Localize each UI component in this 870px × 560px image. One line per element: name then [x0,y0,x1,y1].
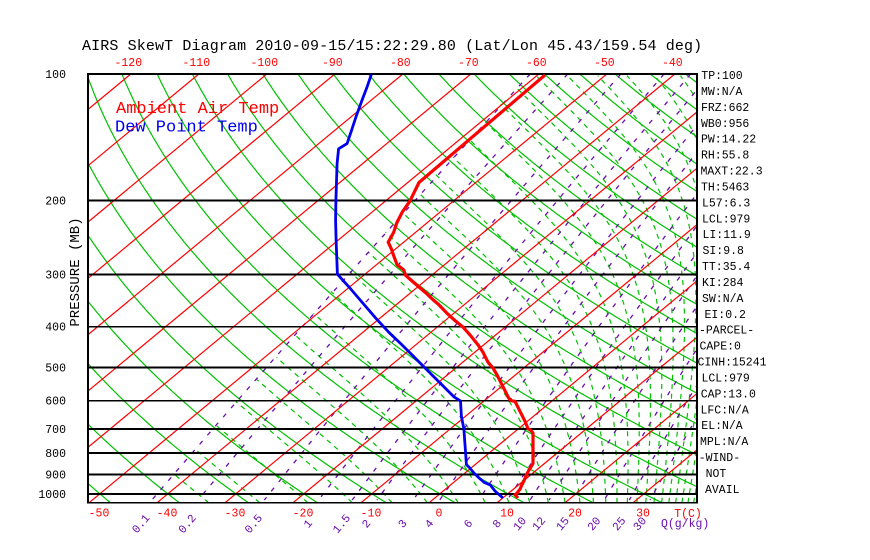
svg-text:WB0:956: WB0:956 [701,118,749,131]
svg-text:-50: -50 [594,57,615,70]
svg-text:20: 20 [568,508,582,521]
svg-text:800: 800 [45,448,66,461]
svg-text:PW:14.22: PW:14.22 [701,134,756,147]
svg-text:200: 200 [45,195,66,208]
svg-text:Ambient Air Temp: Ambient Air Temp [116,100,279,119]
svg-text:SI:9.8: SI:9.8 [703,245,745,258]
svg-text:-PARCEL-: -PARCEL- [699,325,754,338]
svg-text:0: 0 [436,508,443,521]
svg-text:EL:N/A: EL:N/A [701,420,743,433]
svg-text:10: 10 [500,508,514,521]
svg-text:-50: -50 [89,508,110,521]
svg-text:AVAIL: AVAIL [705,484,740,497]
svg-text:EI:0.2: EI:0.2 [705,309,747,322]
svg-text:-80: -80 [390,57,411,70]
svg-text:MAXT:22.3: MAXT:22.3 [701,166,763,179]
svg-text:TT:35.4: TT:35.4 [702,261,750,274]
svg-text:Q(g/kg): Q(g/kg) [661,518,709,531]
svg-text:1000: 1000 [38,489,66,502]
svg-text:CAP:13.0: CAP:13.0 [701,388,756,401]
svg-text:-90: -90 [322,57,343,70]
svg-text:-40: -40 [157,508,178,521]
svg-text:-30: -30 [225,508,246,521]
svg-text:MPL:N/A: MPL:N/A [700,436,748,449]
svg-text:CAPE:0: CAPE:0 [700,341,742,354]
svg-text:L57:6.3: L57:6.3 [702,197,750,210]
svg-text:MW:N/A: MW:N/A [701,86,743,99]
svg-text:-WIND-: -WIND- [699,452,740,465]
svg-text:-70: -70 [458,57,479,70]
svg-text:LI:11.9: LI:11.9 [703,229,751,242]
svg-text:-10: -10 [361,508,382,521]
svg-text:T(C): T(C) [674,508,702,521]
svg-text:KI:284: KI:284 [702,277,744,290]
svg-text:30: 30 [636,508,650,521]
svg-text:-20: -20 [293,508,314,521]
svg-text:-110: -110 [182,57,210,70]
svg-text:PRESSURE (MB): PRESSURE (MB) [68,217,84,326]
svg-text:-100: -100 [250,57,278,70]
svg-text:AIRS SkewT Diagram 2010-09-15/: AIRS SkewT Diagram 2010-09-15/15:22:29.8… [82,38,702,55]
svg-text:SW:N/A: SW:N/A [702,293,744,306]
svg-text:-40: -40 [662,57,683,70]
svg-text:300: 300 [45,269,66,282]
svg-text:NOT: NOT [706,468,727,481]
svg-text:LFC:N/A: LFC:N/A [701,404,749,417]
svg-text:LCL:979: LCL:979 [702,372,750,385]
svg-text:RH:55.8: RH:55.8 [701,150,749,163]
svg-text:TP:100: TP:100 [701,70,743,83]
svg-text:600: 600 [45,396,66,409]
svg-text:900: 900 [45,470,66,483]
svg-text:-120: -120 [114,57,142,70]
svg-text:Dew Point Temp: Dew Point Temp [115,119,258,138]
svg-text:TH:5463: TH:5463 [701,181,749,194]
svg-text:-60: -60 [526,57,547,70]
svg-text:CINH:15241: CINH:15241 [698,357,767,370]
svg-text:400: 400 [45,322,66,335]
svg-text:100: 100 [45,69,66,82]
svg-text:500: 500 [45,362,66,375]
svg-text:FRZ:662: FRZ:662 [701,102,749,115]
svg-text:700: 700 [45,424,66,437]
svg-text:LCL:979: LCL:979 [702,213,750,226]
